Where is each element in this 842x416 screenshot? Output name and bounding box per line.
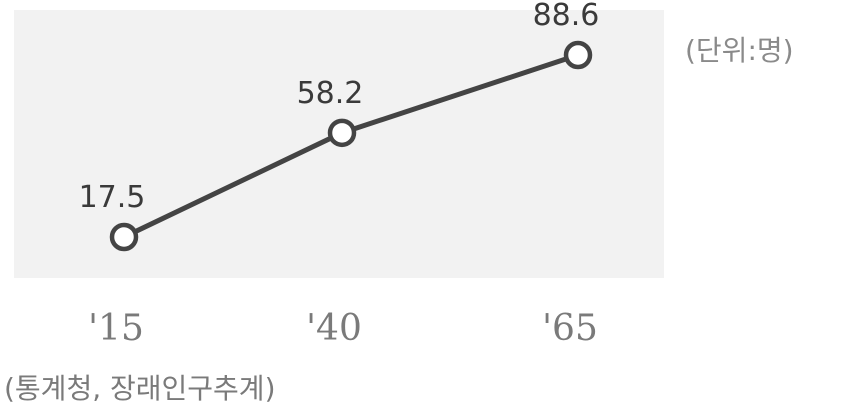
- data-point-0: [109, 222, 139, 252]
- data-point-2: [563, 40, 593, 70]
- data-point-1: [327, 118, 357, 148]
- x-axis-ticks: '15 '40 '65: [88, 308, 598, 349]
- data-labels: 17.5 58.2 88.6: [79, 0, 600, 215]
- x-tick-label-2: '65: [542, 308, 598, 349]
- data-label-2: 88.6: [533, 0, 600, 33]
- source-note: (통계청, 장래인구추계): [4, 372, 276, 405]
- unit-label: (단위:명): [685, 34, 794, 67]
- x-tick-label-0: '15: [88, 308, 144, 349]
- data-label-1: 58.2: [297, 76, 364, 111]
- x-tick-label-1: '40: [306, 308, 362, 349]
- data-label-0: 17.5: [79, 180, 146, 215]
- series-layer: [109, 40, 593, 252]
